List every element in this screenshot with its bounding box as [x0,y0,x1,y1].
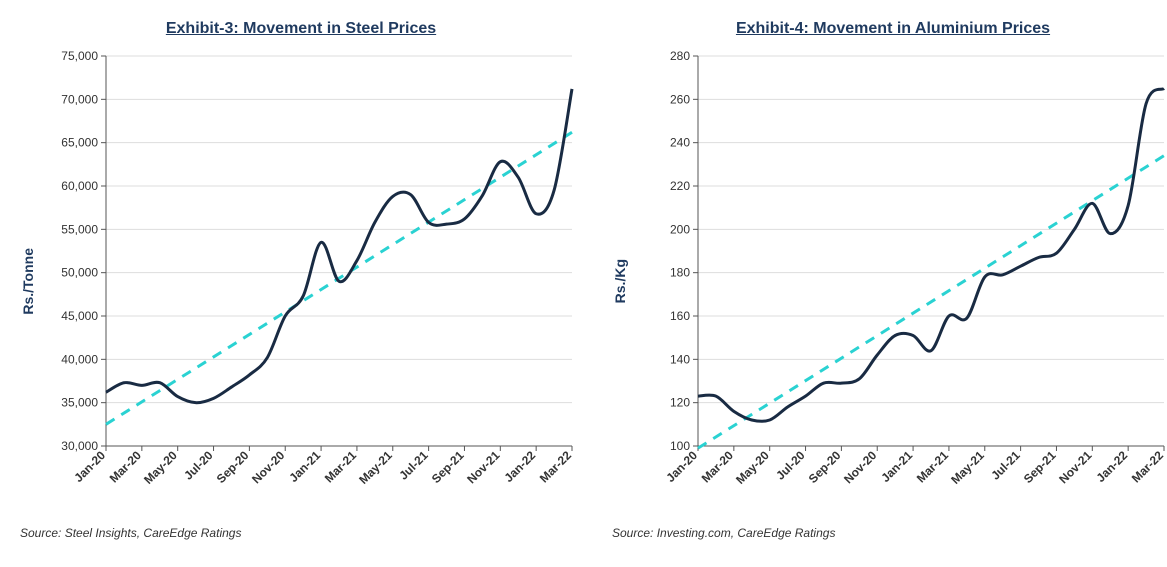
svg-text:120: 120 [670,396,690,410]
chart-title: Exhibit-3: Movement in Steel Prices [166,20,436,38]
svg-text:Jan-21: Jan-21 [878,448,915,485]
svg-text:Jan-22: Jan-22 [501,448,538,485]
svg-text:Nov-20: Nov-20 [841,448,879,486]
svg-text:May-20: May-20 [733,448,772,487]
svg-text:30,000: 30,000 [61,439,98,453]
svg-text:Jan-22: Jan-22 [1093,448,1130,485]
svg-text:Sep-20: Sep-20 [806,448,844,486]
svg-text:Mar-22: Mar-22 [1129,448,1166,485]
svg-text:Sep-21: Sep-21 [429,448,467,486]
svg-text:240: 240 [670,136,690,150]
svg-text:Jul-20: Jul-20 [181,448,216,483]
svg-text:140: 140 [670,352,690,366]
svg-text:Jan-20: Jan-20 [71,448,108,485]
svg-text:May-21: May-21 [356,448,395,487]
svg-text:Jul-21: Jul-21 [988,448,1023,483]
svg-text:Jul-20: Jul-20 [773,448,808,483]
svg-text:35,000: 35,000 [61,396,98,410]
chart-svg-steel: 30,000 35,000 40,000 45,000 50,000 55,000 60,0… [42,46,582,516]
svg-text:60,000: 60,000 [61,179,98,193]
svg-text:200: 200 [670,222,690,236]
svg-text:65,000: 65,000 [61,136,98,150]
svg-text:70,000: 70,000 [61,92,98,106]
svg-text:55,000: 55,000 [61,222,98,236]
svg-text:Mar-20: Mar-20 [107,448,144,485]
svg-text:May-21: May-21 [948,448,987,487]
svg-text:Sep-20: Sep-20 [214,448,252,486]
plot-area: Rs./Kg 100120140160180200220240260280Jan… [612,46,1167,516]
svg-text:Mar-20: Mar-20 [699,448,736,485]
svg-text:180: 180 [670,266,690,280]
svg-text:Sep-21: Sep-21 [1021,448,1059,486]
svg-text:Jan-20: Jan-20 [663,448,700,485]
chart-panel-steel: Exhibit-3: Movement in Steel Prices Rs./… [20,20,582,540]
chart-title: Exhibit-4: Movement in Aluminium Prices [736,20,1050,38]
svg-text:Mar-22: Mar-22 [537,448,574,485]
svg-text:280: 280 [670,49,690,63]
svg-text:Jan-21: Jan-21 [286,448,323,485]
y-axis-label: Rs./Kg [612,259,628,303]
svg-text:Nov-20: Nov-20 [249,448,287,486]
svg-text:45,000: 45,000 [61,309,98,323]
svg-text:Nov-21: Nov-21 [1056,448,1094,486]
svg-text:220: 220 [670,179,690,193]
svg-text:50,000: 50,000 [61,266,98,280]
svg-text:160: 160 [670,309,690,323]
plot-area: Rs./Tonne 30,000 35,000 40,000 45,000 50,000… [20,46,582,516]
chart-svg-aluminium: 100120140160180200220240260280Jan-20Mar-… [634,46,1167,516]
svg-text:Mar-21: Mar-21 [914,448,951,485]
svg-text:Mar-21: Mar-21 [322,448,359,485]
chart-source: Source: Investing.com, CareEdge Ratings [612,526,835,540]
chart-source: Source: Steel Insights, CareEdge Ratings [20,526,241,540]
svg-text:40,000: 40,000 [61,352,98,366]
chart-panel-aluminium: Exhibit-4: Movement in Aluminium Prices … [612,20,1167,540]
svg-text:May-20: May-20 [141,448,180,487]
svg-text:260: 260 [670,92,690,106]
svg-text:Nov-21: Nov-21 [464,448,502,486]
svg-text:75,000: 75,000 [61,49,98,63]
y-axis-label: Rs./Tonne [20,248,36,315]
charts-row: Exhibit-3: Movement in Steel Prices Rs./… [20,20,1147,540]
svg-text:Jul-21: Jul-21 [396,448,431,483]
